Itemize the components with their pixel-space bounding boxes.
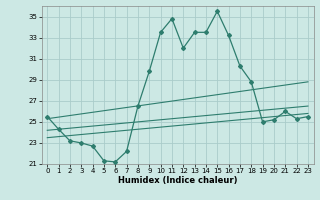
X-axis label: Humidex (Indice chaleur): Humidex (Indice chaleur) xyxy=(118,176,237,185)
